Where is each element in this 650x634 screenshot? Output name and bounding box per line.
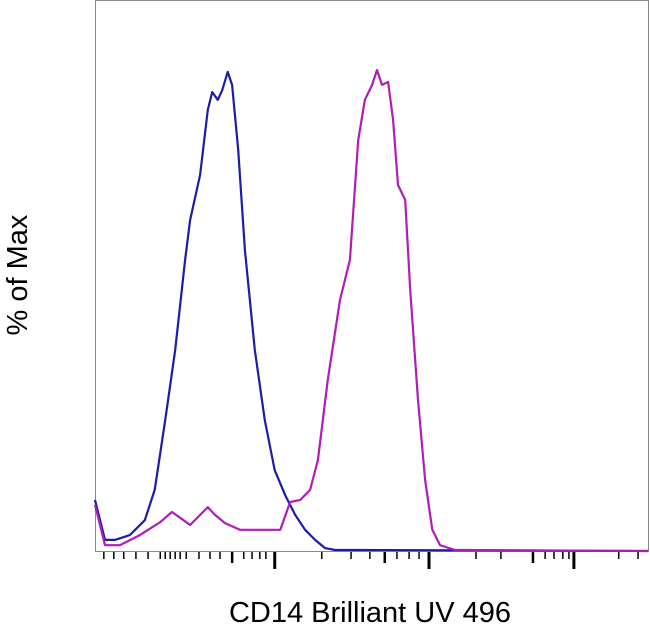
x-axis-ticks bbox=[103, 552, 639, 569]
x-axis-label: CD14 Brilliant UV 496 bbox=[229, 597, 511, 629]
y-axis-label: % of Max bbox=[2, 214, 34, 335]
series-group bbox=[93, 68, 649, 553]
series-line-2 bbox=[93, 68, 649, 553]
plot-frame bbox=[95, 0, 649, 552]
series-line-1 bbox=[93, 70, 649, 553]
